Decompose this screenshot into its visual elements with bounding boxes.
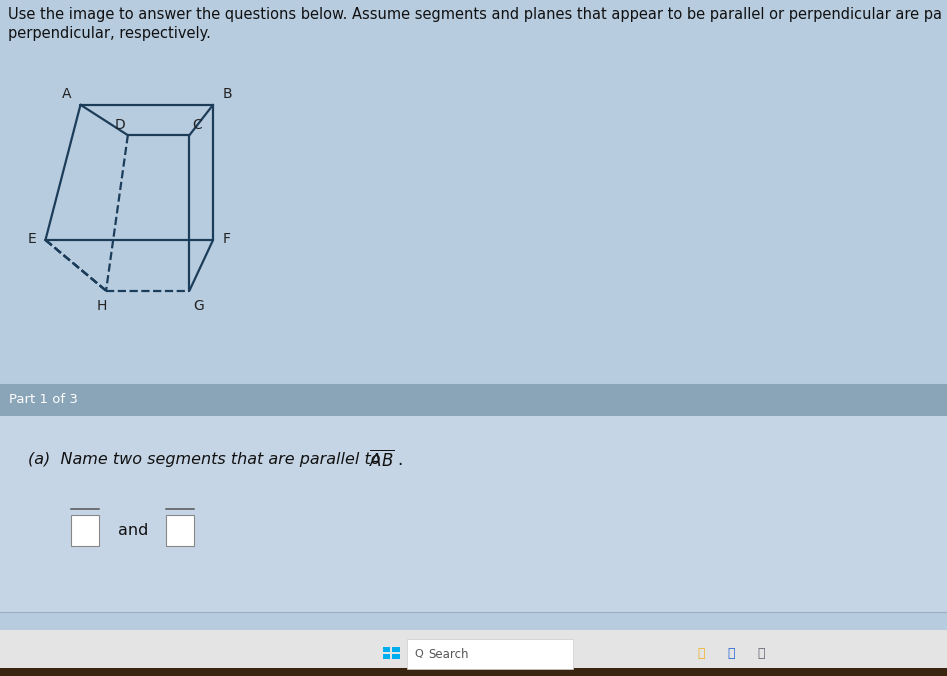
Text: (a)  Name two segments that are parallel to: (a) Name two segments that are parallel … — [28, 452, 386, 467]
Text: A: A — [62, 87, 71, 101]
Bar — [392, 647, 400, 652]
Text: Part 1 of 3: Part 1 of 3 — [9, 393, 79, 406]
Bar — [407, 639, 573, 669]
Bar — [166, 516, 194, 546]
Text: 📁: 📁 — [697, 646, 705, 660]
Bar — [383, 654, 390, 659]
Text: Search: Search — [428, 648, 469, 660]
Text: E: E — [27, 232, 36, 245]
Bar — [0, 668, 947, 676]
Text: perpendicular, respectively.: perpendicular, respectively. — [8, 26, 210, 41]
Bar — [0, 630, 947, 676]
Text: .: . — [397, 451, 402, 468]
Bar — [0, 384, 947, 416]
Bar — [392, 654, 400, 659]
Text: G: G — [193, 299, 205, 313]
Bar — [71, 516, 99, 546]
Text: B: B — [223, 87, 232, 101]
Text: 🌐: 🌐 — [727, 646, 735, 660]
Text: H: H — [97, 299, 106, 313]
Text: Q: Q — [415, 649, 423, 659]
Text: 📋: 📋 — [758, 646, 765, 660]
Bar — [0, 416, 947, 612]
Text: and: and — [118, 523, 149, 538]
Text: F: F — [223, 232, 230, 245]
Text: C: C — [192, 118, 202, 132]
Bar — [383, 647, 390, 652]
Text: Use the image to answer the questions below. Assume segments and planes that app: Use the image to answer the questions be… — [8, 7, 941, 22]
Text: $\overline{AB}$: $\overline{AB}$ — [369, 449, 395, 470]
Text: D: D — [115, 118, 125, 132]
